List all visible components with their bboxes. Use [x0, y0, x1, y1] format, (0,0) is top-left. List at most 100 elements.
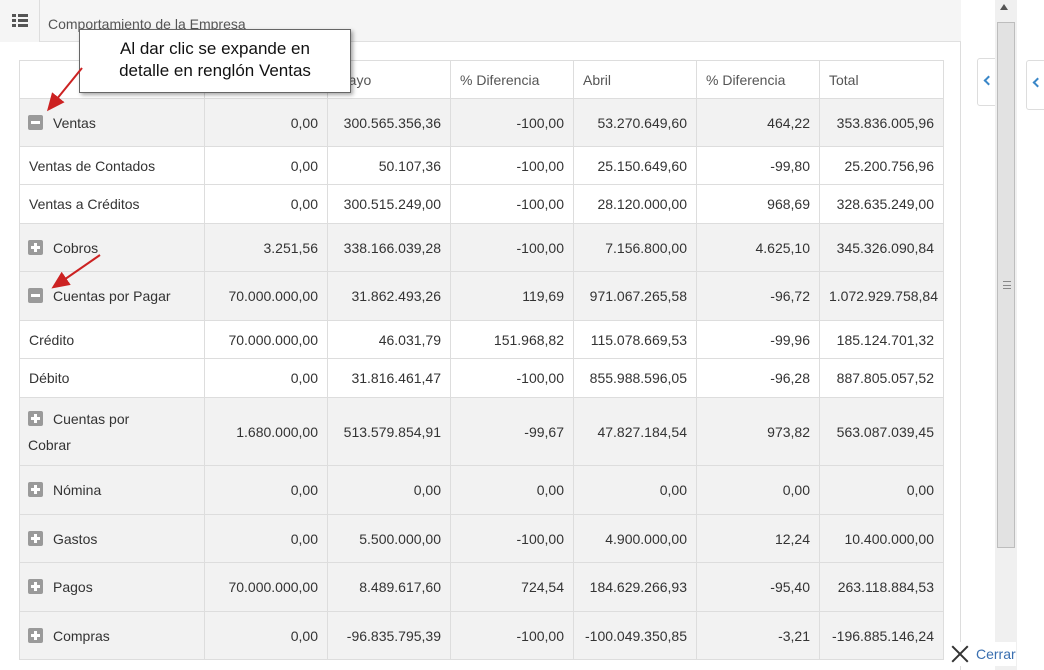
value-cell: 4.900.000,00: [573, 514, 697, 563]
row-label-cell: Compras: [19, 611, 205, 660]
value-cell: -100,00: [450, 611, 574, 660]
table-row[interactable]: Nómina 0,00 0,00 0,00 0,00 0,00 0,00: [19, 465, 944, 515]
expand-icon[interactable]: [28, 239, 43, 255]
value-cell: -99,67: [450, 397, 574, 466]
table-row[interactable]: Compras 0,00 -96.835.795,39 -100,00 -100.049…: [19, 611, 944, 660]
row-label-cell: Ventas de Contados: [19, 146, 205, 185]
table-row[interactable]: Gastos 0,00 5.500.000,00 -100,00 4.900.000,0…: [19, 514, 944, 563]
value-cell: 0,00: [204, 358, 328, 398]
value-cell: 115.078.669,53: [573, 320, 697, 359]
value-cell: 0,00: [204, 98, 328, 147]
table-row[interactable]: Ventas 0,00 300.565.356,36 -100,00 53.270.64…: [19, 98, 944, 147]
grip-icon: [1003, 281, 1011, 289]
value-cell: 4.625,10: [696, 223, 820, 272]
table-row: Ventas a Créditos 0,00 300.515.249,00 -100,…: [19, 184, 944, 224]
side-toggle-outer[interactable]: [1026, 60, 1044, 110]
value-cell: 0,00: [204, 514, 328, 563]
value-cell: 0,00: [204, 465, 328, 515]
value-cell: 338.166.039,28: [327, 223, 451, 272]
chevron-left-icon: [983, 75, 994, 86]
collapse-icon[interactable]: [28, 288, 43, 303]
value-cell: -96,72: [696, 271, 820, 321]
expand-icon[interactable]: [28, 482, 43, 497]
row-label: Ventas a Créditos: [29, 196, 140, 212]
table-row[interactable]: Cobros 3.251,56 338.166.039,28 -100,00 7.156…: [19, 223, 944, 272]
value-cell: 25.200.756,96: [819, 146, 944, 185]
value-cell: 300.515.249,00: [327, 184, 451, 224]
table-row[interactable]: Cuentas por Cobrar 1.680.000,00 513.579.854…: [19, 397, 944, 466]
value-cell: 263.118.884,53: [819, 562, 944, 612]
value-cell: 31.816.461,47: [327, 358, 451, 398]
value-cell: 53.270.649,60: [573, 98, 697, 147]
value-cell: 0,00: [573, 465, 697, 515]
value-cell: 7.156.800,00: [573, 223, 697, 272]
value-cell: 971.067.265,58: [573, 271, 697, 321]
row-label-cell: Cuentas por Cobrar: [19, 397, 205, 466]
value-cell: -196.885.146,24: [819, 611, 944, 660]
scroll-up-icon[interactable]: [1000, 4, 1008, 10]
value-cell: 1.072.929.758,84: [819, 271, 944, 321]
close-icon: [950, 644, 970, 664]
value-cell: 0,00: [696, 465, 820, 515]
callout-line: Al dar clic se expande en: [120, 39, 310, 58]
value-cell: 0,00: [204, 184, 328, 224]
row-label-cell: Nómina: [19, 465, 205, 515]
row-label: Crédito: [29, 331, 75, 348]
value-cell: 184.629.266,93: [573, 562, 697, 612]
expand-icon[interactable]: [28, 410, 43, 426]
scrollbar-thumb[interactable]: [997, 22, 1015, 548]
row-label-cell: Cuentas por Pagar: [19, 271, 205, 321]
row-label: Gastos: [53, 530, 98, 547]
value-cell: 1.680.000,00: [204, 397, 328, 466]
column-header[interactable]: % Diferencia: [696, 60, 820, 99]
row-label-cell: Débito: [19, 358, 205, 398]
expand-icon[interactable]: [28, 627, 43, 643]
close-button[interactable]: Cerrar: [950, 642, 1016, 666]
value-cell: 0,00: [204, 146, 328, 185]
value-cell: 353.836.005,96: [819, 98, 944, 147]
row-label: Cuentas por Pagar: [53, 288, 171, 304]
value-cell: 151.968,82: [450, 320, 574, 359]
value-cell: -100,00: [450, 514, 574, 563]
callout-line: detalle en renglón Ventas: [119, 61, 311, 80]
value-cell: 185.124.701,32: [819, 320, 944, 359]
value-cell: 973,82: [696, 397, 820, 466]
value-cell: 47.827.184,54: [573, 397, 697, 466]
row-label-cell: Ventas: [19, 98, 205, 147]
value-cell: -100,00: [450, 146, 574, 185]
value-cell: 345.326.090,84: [819, 223, 944, 272]
value-cell: 0,00: [204, 611, 328, 660]
column-header[interactable]: Total: [819, 60, 944, 99]
value-cell: -99,80: [696, 146, 820, 185]
expand-icon[interactable]: [28, 579, 43, 594]
column-header[interactable]: Abril: [573, 60, 697, 99]
value-cell: -100.049.350,85: [573, 611, 697, 660]
table-row[interactable]: Pagos 70.000.000,00 8.489.617,60 724,54 184.…: [19, 562, 944, 612]
row-label: Cuentas por: [53, 410, 130, 427]
table-row: Ventas de Contados 0,00 50.107,36 -100,00 25…: [19, 146, 944, 185]
data-grid: Mayo % Diferencia Abril % Diferencia Tot…: [19, 60, 944, 660]
menu-button[interactable]: [0, 0, 40, 42]
vertical-scrollbar[interactable]: [995, 0, 1017, 670]
value-cell: -100,00: [450, 98, 574, 147]
value-cell: -96.835.795,39: [327, 611, 451, 660]
value-cell: 10.400.000,00: [819, 514, 944, 563]
value-cell: 28.120.000,00: [573, 184, 697, 224]
value-cell: 0,00: [819, 465, 944, 515]
chevron-left-icon: [1032, 77, 1043, 88]
expand-icon[interactable]: [28, 530, 43, 546]
value-cell: -99,96: [696, 320, 820, 359]
row-label: Nómina: [53, 482, 102, 498]
callout-box: Al dar clic se expande en detalle en ren…: [79, 29, 351, 93]
value-cell: 855.988.596,05: [573, 358, 697, 398]
value-cell: -100,00: [450, 358, 574, 398]
behavior-panel: Comportamiento de la Empresa Mayo % Dife…: [0, 0, 961, 670]
row-label-continued: Cobrar: [28, 436, 71, 453]
column-header[interactable]: % Diferencia: [450, 60, 574, 99]
table-row[interactable]: Cuentas por Pagar 70.000.000,00 31.862.493…: [19, 271, 944, 321]
value-cell: 3.251,56: [204, 223, 328, 272]
collapse-icon[interactable]: [28, 114, 43, 130]
value-cell: 563.087.039,45: [819, 397, 944, 466]
row-label: Compras: [53, 627, 110, 644]
value-cell: 0,00: [327, 465, 451, 515]
